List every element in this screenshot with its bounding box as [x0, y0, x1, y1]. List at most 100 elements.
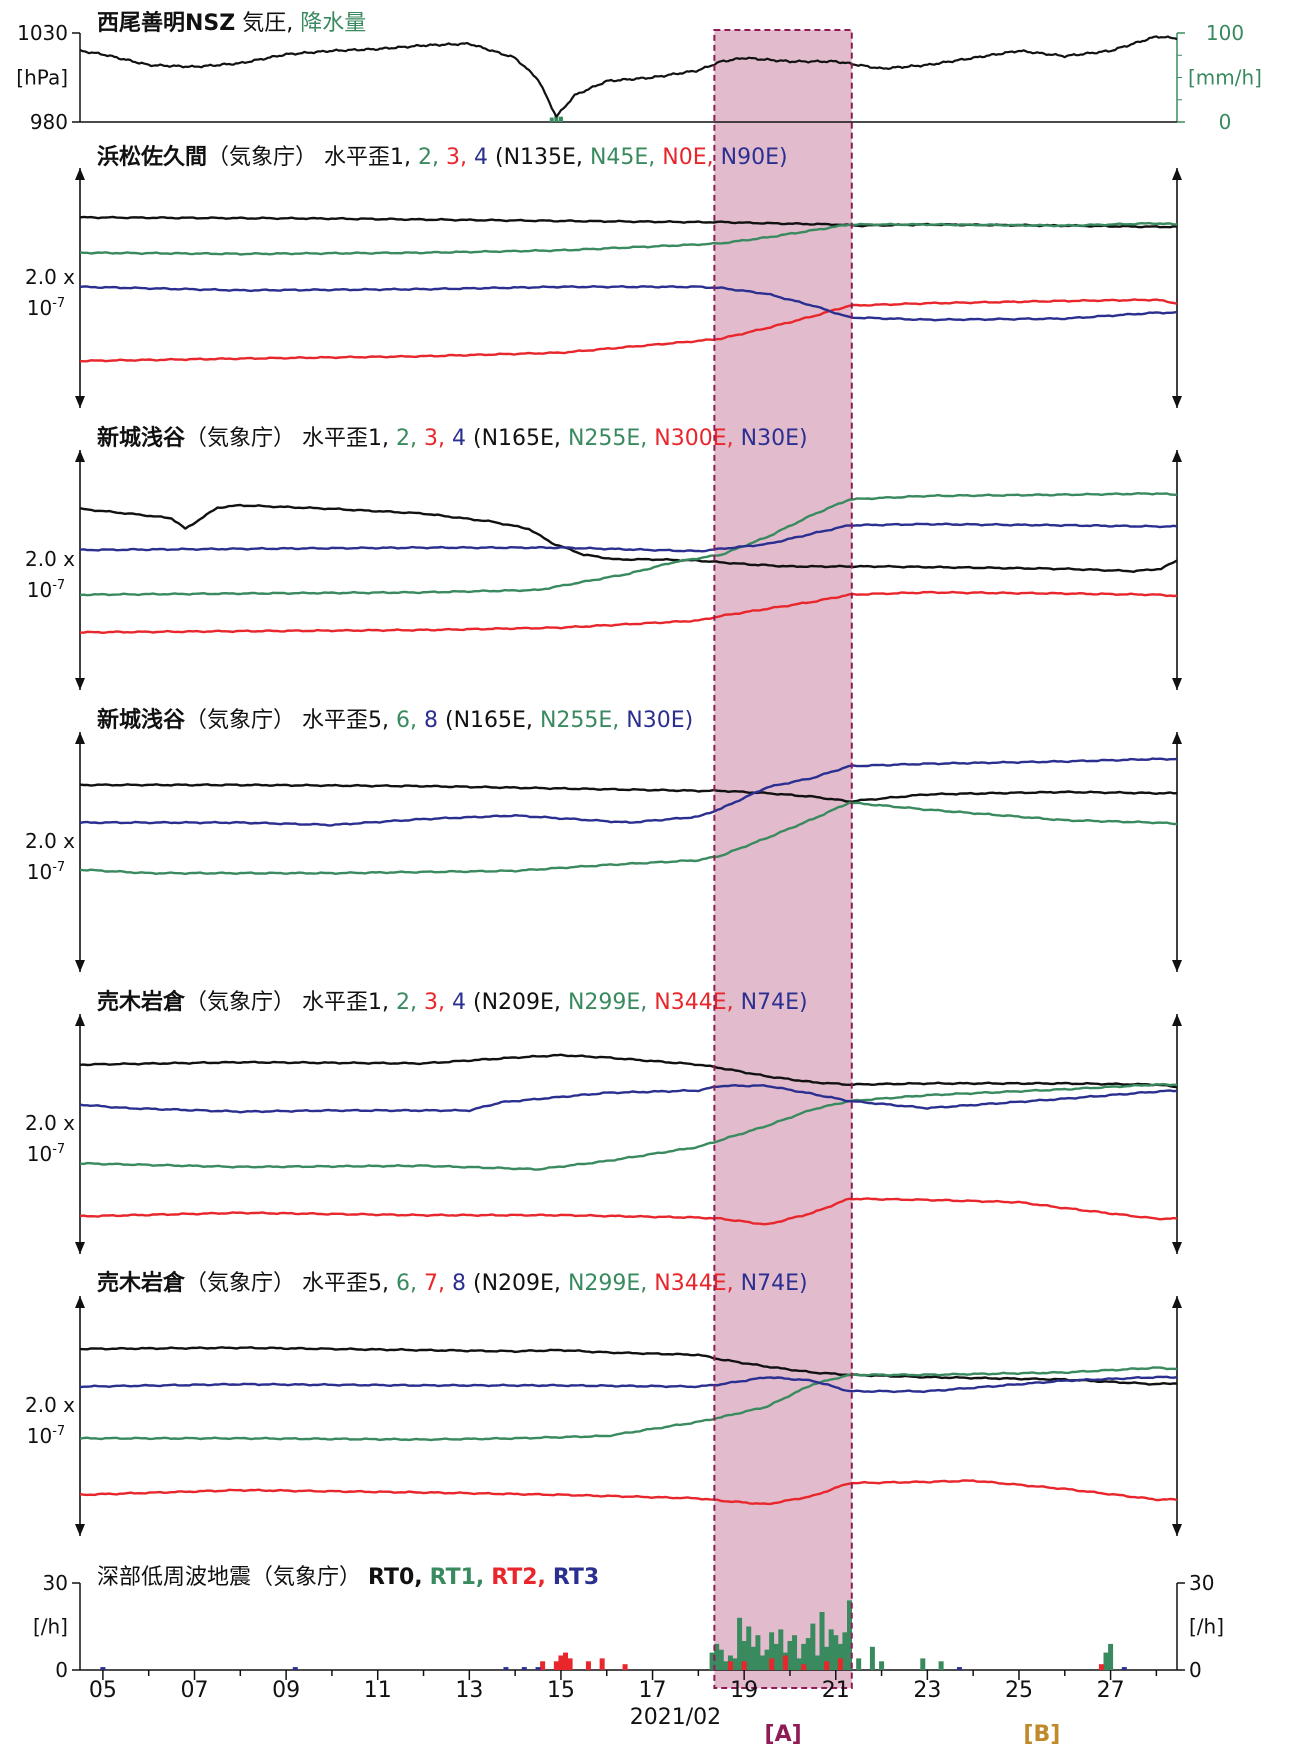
- x-tick-label: 17: [639, 1678, 667, 1703]
- lfe-bar-RT2: [563, 1652, 569, 1670]
- pressure-line: [79, 35, 1178, 118]
- lfe-bar-RT3: [503, 1667, 509, 1670]
- panel-title-component: 6,: [396, 708, 417, 733]
- panel-title-component: N255E,: [540, 708, 619, 733]
- lfe-bar-RT1: [750, 1646, 756, 1670]
- chart-title-part: [734, 990, 741, 1015]
- scale-arrow-head-down: [1172, 1242, 1182, 1254]
- scale-arrow-head-down: [1172, 1524, 1182, 1536]
- x-tick-label: 13: [455, 1678, 483, 1703]
- x-tick-label: 25: [1005, 1678, 1033, 1703]
- strain-series-3: [79, 1197, 1178, 1226]
- chart-title-part: [438, 708, 445, 733]
- lfe-bar-RT1: [920, 1658, 926, 1670]
- scale-label-exponent: 10-7: [27, 578, 65, 602]
- panel-title-component: 3,: [424, 426, 445, 451]
- panel-title-component: 4: [452, 426, 466, 451]
- panel-title-rain-label: 降水量: [300, 11, 366, 36]
- strain-series-1: [79, 1053, 1178, 1089]
- panel-title-text: 深部低周波地震（気象庁）: [97, 1565, 361, 1590]
- panel-title-component: N344E,: [654, 990, 733, 1015]
- lfe-bar-RT1: [842, 1632, 848, 1670]
- panel-title-component: 2,: [396, 426, 417, 451]
- lfe-bar-RT1: [805, 1638, 811, 1670]
- panel-title-component: 8: [424, 708, 438, 733]
- lfe-bar-RT1: [709, 1652, 715, 1670]
- chart-title-part: [293, 11, 300, 36]
- lfe-bar-RT1: [741, 1641, 747, 1670]
- rain-bar: [554, 114, 559, 122]
- lfe-bar-RT1: [828, 1629, 834, 1670]
- lfe-bar-RT1: [737, 1617, 743, 1670]
- scale-arrow-head-up: [1172, 450, 1182, 462]
- lfe-bar-RT2: [622, 1664, 628, 1670]
- lfe-bar-RT2: [769, 1658, 775, 1670]
- lfe-bar-RT1: [764, 1649, 770, 1670]
- panel-title-component: (N209E,: [473, 990, 561, 1015]
- lfe-legend-entry: RT1,: [430, 1565, 485, 1590]
- scale-arrow-head-down: [1172, 396, 1182, 408]
- chart-title-part: [647, 1271, 654, 1296]
- lfe-bar-RT2: [801, 1664, 807, 1670]
- lfe-bar-RT1: [769, 1632, 775, 1670]
- rain-tick-label: 100: [1206, 21, 1244, 45]
- scale-arrow-head-down: [75, 960, 85, 972]
- x-tick-label: 27: [1097, 1678, 1125, 1703]
- chart-title-part: [484, 1565, 491, 1590]
- strain-series-3: [79, 298, 1178, 363]
- lfe-bar-RT2: [585, 1661, 591, 1670]
- x-tick-label: 15: [547, 1678, 575, 1703]
- panel-title-component: N30E): [741, 426, 808, 451]
- x-tick-label: 05: [89, 1678, 117, 1703]
- panel-title-text: （気象庁） 水平歪1,: [185, 990, 389, 1015]
- scale-label: 2.0 x: [25, 547, 75, 571]
- chart-title-part: [619, 708, 626, 733]
- pressure-tick-label: 1030: [17, 21, 68, 45]
- lfe-bar-RT2: [727, 1661, 733, 1670]
- chart-title-part: [466, 990, 473, 1015]
- chart-title-part: [561, 1271, 568, 1296]
- lfe-bar-RT1: [718, 1649, 724, 1670]
- x-axis: 05 07 09 11 13 15 17 19 21 23 25 27: [89, 1670, 1158, 1703]
- lfe-bar-RT1: [773, 1643, 779, 1670]
- lfe-bar-RT1: [801, 1643, 807, 1670]
- panel-title-component: 2,: [418, 145, 439, 170]
- lfe-bar-RT1: [714, 1643, 720, 1670]
- highlight-period-border: [713, 29, 853, 1689]
- rain-bar: [549, 117, 554, 122]
- chart-title-part: [583, 145, 590, 170]
- lfe-bar-RT3: [292, 1667, 298, 1670]
- scale-arrow-head-up: [75, 450, 85, 462]
- panel-title-pressure-label: 気圧,: [235, 11, 293, 36]
- scale-exponent: -7: [52, 578, 65, 593]
- lfe-bar-RT2: [837, 1658, 843, 1670]
- lfe-bar-RT1: [723, 1661, 729, 1670]
- lfe-bar-RT2: [1098, 1664, 1104, 1670]
- strain-series-8: [79, 757, 1178, 827]
- scale-exponent: -7: [52, 296, 65, 311]
- panel-title-station: 売木岩倉: [97, 989, 186, 1015]
- lfe-bar-RT1: [819, 1612, 825, 1670]
- chart-title-part: [389, 426, 396, 451]
- scale-arrow-head-up: [75, 1296, 85, 1308]
- chart-title-part: [411, 145, 418, 170]
- panel-title-station: 新城浅谷: [97, 425, 186, 451]
- panel-title-station: 西尾善明NSZ: [97, 10, 235, 36]
- chart-title-part: [361, 1565, 368, 1590]
- lfe-bar-RT1: [1108, 1643, 1114, 1670]
- panel-title-text: （気象庁） 水平歪1,: [207, 145, 411, 170]
- chart-title-part: [417, 426, 424, 451]
- chart-title-part: [561, 426, 568, 451]
- lfe-bar-RT2: [741, 1661, 747, 1670]
- panel-title-component: N90E): [721, 145, 788, 170]
- pressure-axis-label: [hPa]: [16, 66, 68, 90]
- x-tick-label: 11: [364, 1678, 392, 1703]
- lfe-bar-RT1: [759, 1655, 765, 1670]
- chart-title-part: [417, 708, 424, 733]
- panel-title-text: （気象庁） 水平歪5,: [185, 1271, 389, 1296]
- lfe-bar-RT3: [1121, 1667, 1127, 1670]
- panel-title-component: (N135E,: [495, 145, 583, 170]
- scale-arrow-head-up: [1172, 1014, 1182, 1026]
- scale-arrow-head-down: [75, 1524, 85, 1536]
